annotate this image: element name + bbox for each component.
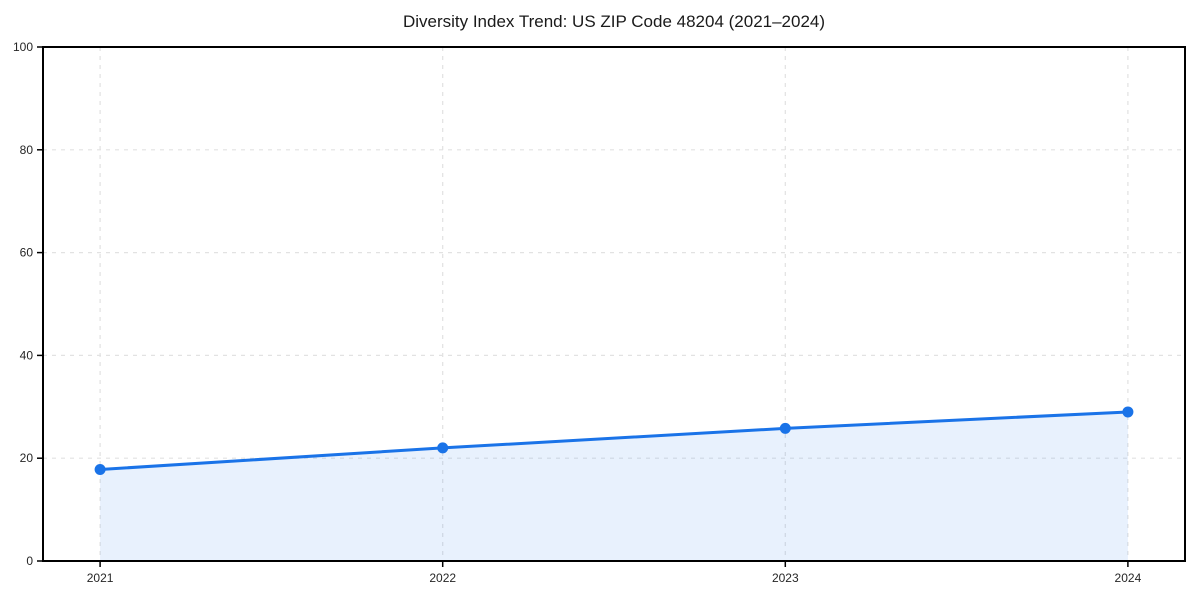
chart-title: Diversity Index Trend: US ZIP Code 48204…: [402, 12, 826, 31]
x-tick-label: 2023: [772, 571, 799, 585]
y-tick-label: 60: [20, 246, 34, 260]
y-tick-label: 20: [20, 451, 34, 465]
data-point: [1122, 406, 1134, 418]
y-tick-label: 100: [13, 40, 33, 54]
x-tick-label: 2024: [1115, 571, 1142, 585]
data-point: [437, 442, 449, 454]
plot-spines: [42, 46, 1186, 562]
x-tick-label: 2022: [429, 571, 456, 585]
y-tick-label: 0: [26, 554, 33, 568]
y-tick-label: 80: [20, 143, 34, 157]
data-point: [779, 422, 791, 434]
x-tick-label: 2021: [87, 571, 114, 585]
data-point: [94, 464, 106, 476]
y-tick-label: 40: [20, 348, 34, 362]
area-fill: [100, 411, 1128, 561]
trend-line: [98, 410, 1130, 472]
